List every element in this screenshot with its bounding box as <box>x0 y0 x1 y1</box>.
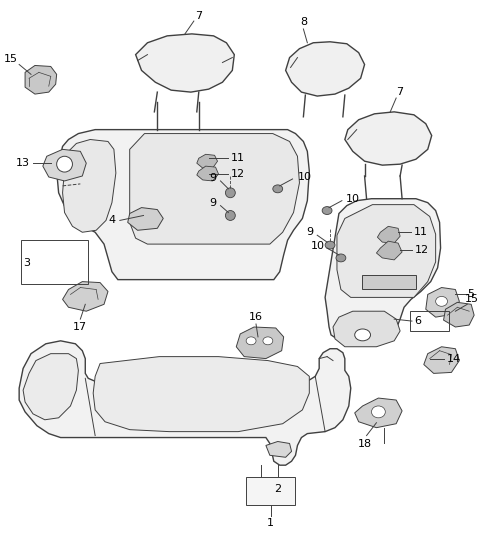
Polygon shape <box>93 357 309 432</box>
Ellipse shape <box>372 406 385 418</box>
Polygon shape <box>128 207 163 230</box>
Text: 3: 3 <box>23 258 30 268</box>
Text: 14: 14 <box>446 353 460 364</box>
Ellipse shape <box>436 296 447 306</box>
Text: 11: 11 <box>414 227 428 237</box>
Polygon shape <box>426 287 459 317</box>
Polygon shape <box>57 130 309 280</box>
Text: 5: 5 <box>468 289 475 300</box>
Polygon shape <box>444 302 474 327</box>
Ellipse shape <box>263 337 273 345</box>
Text: 7: 7 <box>195 11 203 21</box>
Text: 7: 7 <box>396 87 404 97</box>
Polygon shape <box>337 205 436 297</box>
Ellipse shape <box>273 185 283 193</box>
Text: 10: 10 <box>298 172 312 182</box>
Text: 9: 9 <box>306 227 313 237</box>
Text: 12: 12 <box>415 245 429 255</box>
Text: 18: 18 <box>358 439 372 449</box>
Text: 15: 15 <box>465 294 479 304</box>
Polygon shape <box>424 347 459 374</box>
Polygon shape <box>266 441 291 457</box>
Ellipse shape <box>336 254 346 262</box>
Text: 2: 2 <box>274 484 281 494</box>
Polygon shape <box>376 241 402 260</box>
Text: 9: 9 <box>209 173 216 183</box>
Ellipse shape <box>322 207 332 214</box>
Polygon shape <box>130 134 300 244</box>
Ellipse shape <box>325 241 335 249</box>
Polygon shape <box>62 281 108 311</box>
Polygon shape <box>197 154 217 168</box>
Polygon shape <box>19 341 351 465</box>
Ellipse shape <box>355 329 371 341</box>
Polygon shape <box>333 311 400 347</box>
Text: 17: 17 <box>73 322 87 332</box>
Polygon shape <box>25 66 57 94</box>
Text: 10: 10 <box>346 193 360 204</box>
Text: 10: 10 <box>311 241 325 251</box>
Text: 16: 16 <box>249 312 263 322</box>
Ellipse shape <box>226 211 235 221</box>
Text: 4: 4 <box>108 215 116 225</box>
Text: 6: 6 <box>414 316 421 326</box>
Text: 1: 1 <box>267 519 275 528</box>
Text: 9: 9 <box>209 198 216 208</box>
Bar <box>246 477 296 505</box>
Polygon shape <box>62 140 116 232</box>
Text: 12: 12 <box>231 169 245 179</box>
Bar <box>361 274 416 288</box>
Polygon shape <box>345 112 432 165</box>
Polygon shape <box>43 149 86 181</box>
Text: 15: 15 <box>4 53 18 63</box>
Ellipse shape <box>57 156 72 172</box>
Ellipse shape <box>226 188 235 198</box>
Bar <box>410 311 449 331</box>
Polygon shape <box>355 398 402 427</box>
Ellipse shape <box>246 337 256 345</box>
Polygon shape <box>286 42 365 96</box>
Polygon shape <box>136 34 234 92</box>
Polygon shape <box>325 199 441 339</box>
Bar <box>21 240 88 284</box>
Text: 11: 11 <box>231 154 245 163</box>
Polygon shape <box>377 227 400 243</box>
Polygon shape <box>23 354 78 420</box>
Polygon shape <box>236 327 284 359</box>
Text: 13: 13 <box>16 158 30 168</box>
Polygon shape <box>197 166 218 181</box>
Text: 8: 8 <box>300 17 307 27</box>
